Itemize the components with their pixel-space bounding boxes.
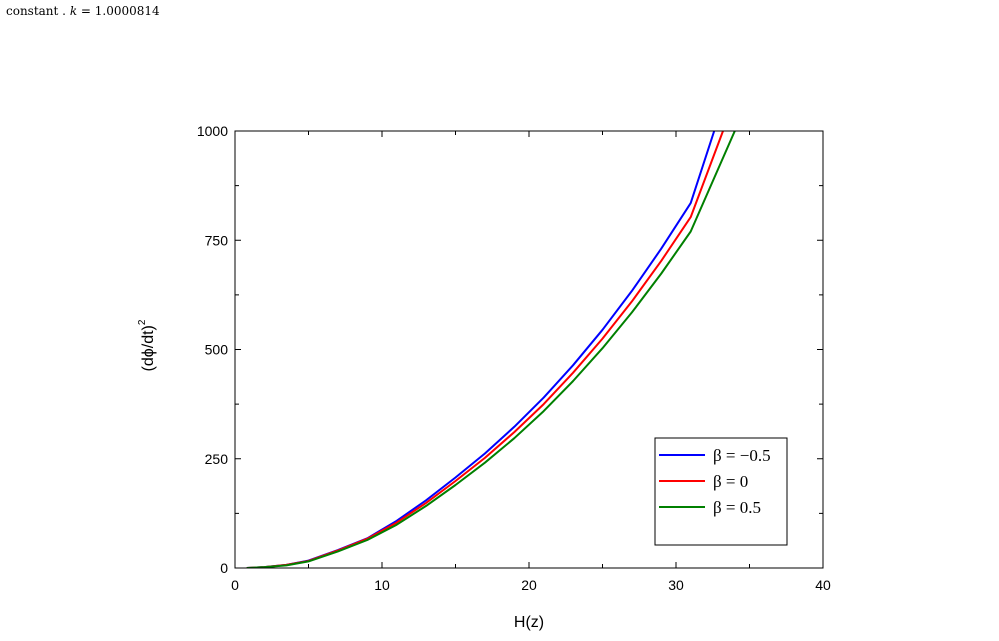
y-tick-label: 750 [205, 232, 229, 248]
y-tick-label: 500 [205, 342, 229, 358]
legend: β = −0.5 β = 0 β = 0.5 [654, 437, 788, 546]
y-axis-title-base: (dϕ/dt) [140, 325, 157, 371]
plot-lines [246, 131, 736, 568]
x-tick-labels: 0 10 20 30 40 [231, 577, 831, 593]
y-axis-title: (dϕ/dt)2 [137, 319, 157, 371]
y-axis-title-superscript: 2 [137, 319, 148, 325]
caption-k-value: = 1.0000814 [77, 4, 160, 18]
caption-prefix: constant . [6, 4, 70, 18]
legend-label-0: β = −0.5 [713, 446, 771, 465]
series-line-2 [246, 131, 736, 568]
y-tick-label: 1000 [197, 123, 228, 139]
y-tick-label: 250 [205, 451, 229, 467]
y-tick-label: 0 [220, 560, 228, 576]
x-tick-label: 20 [521, 577, 537, 593]
x-tick-label: 30 [668, 577, 684, 593]
legend-label-1: β = 0 [713, 472, 748, 491]
legend-label-2: β = 0.5 [713, 498, 761, 517]
caption: constant . k = 1.0000814 [6, 4, 160, 18]
y-tick-labels: 0 250 500 750 1000 [197, 123, 228, 576]
series-line-0 [246, 131, 716, 568]
x-tick-label: 40 [815, 577, 831, 593]
x-tick-label: 10 [374, 577, 390, 593]
axis-ticks [234, 130, 824, 569]
x-axis-title: H(z) [514, 614, 544, 631]
x-tick-label: 0 [231, 577, 239, 593]
series-line-1 [246, 131, 724, 568]
caption-k-symbol: k [69, 4, 78, 18]
